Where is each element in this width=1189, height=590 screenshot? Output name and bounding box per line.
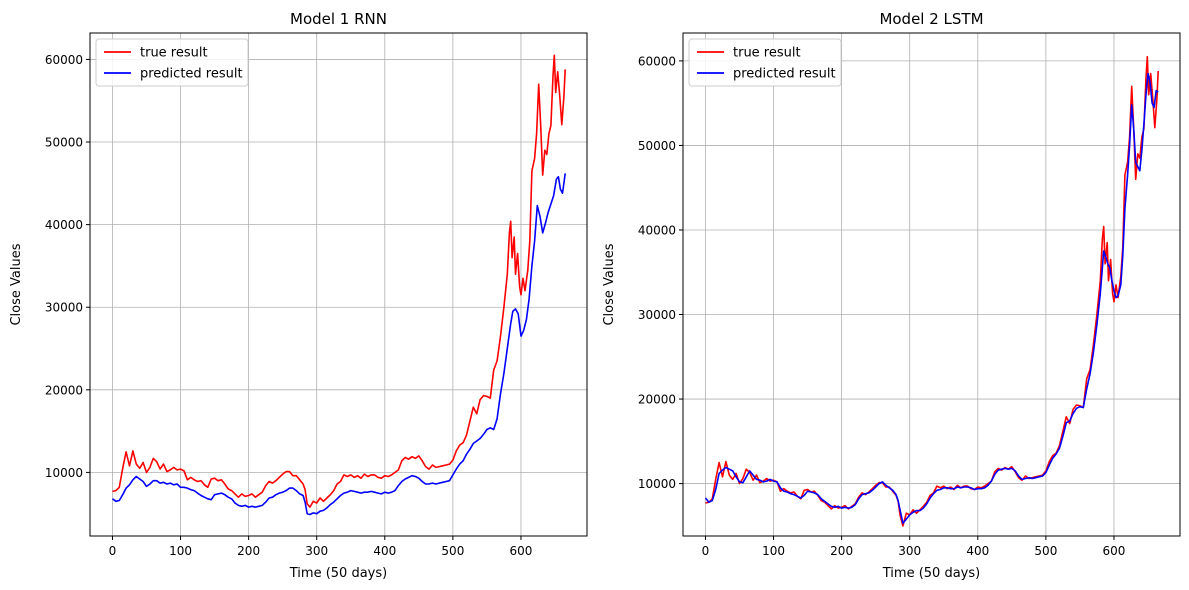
legend: true result predicted result: [688, 38, 842, 87]
chart-title: Model 2 LSTM: [879, 10, 983, 28]
y-tick-label: 40000: [45, 218, 83, 232]
y-tick-label: 30000: [638, 308, 676, 322]
x-axis-label: Time (50 days): [289, 566, 387, 581]
chart-panel-lstm: 0 100 200 300 400 500 600 10000 20000 30000 40000…: [602, 10, 1181, 581]
x-tick-label: 100: [169, 544, 192, 558]
x-tick-label: 500: [441, 544, 464, 558]
x-tick-label: 300: [305, 544, 328, 558]
y-tick-label: 30000: [45, 301, 83, 315]
y-tick-label: 40000: [638, 223, 676, 237]
legend-label: predicted result: [140, 67, 243, 82]
y-tick-label: 10000: [638, 477, 676, 491]
x-tick-label: 200: [830, 544, 853, 558]
x-tick-label: 300: [898, 544, 921, 558]
y-tick-label: 50000: [638, 139, 676, 153]
y-tick-label: 20000: [638, 393, 676, 407]
x-axis-ticks: 0 100 200 300 400 500 600: [109, 536, 533, 558]
legend-label: true result: [733, 46, 801, 61]
x-axis-ticks: 0 100 200 300 400 500 600: [702, 536, 1126, 558]
legend-box: [688, 38, 842, 87]
x-axis-label: Time (50 days): [882, 566, 980, 581]
y-tick-label: 20000: [45, 383, 83, 397]
x-tick-label: 500: [1034, 544, 1057, 558]
chart-panel-rnn: 0 100 200 300 400 500 600 10000 20000 30000 40000…: [9, 10, 588, 581]
y-tick-label: 60000: [638, 54, 676, 68]
x-tick-label: 0: [702, 544, 710, 558]
series-layer: [704, 55, 1159, 527]
x-tick-label: 600: [510, 544, 533, 558]
legend-box: [95, 38, 249, 87]
grid: [683, 33, 1180, 536]
plot-frame: [89, 32, 588, 537]
x-tick-label: 200: [237, 544, 260, 558]
y-tick-label: 10000: [45, 466, 83, 480]
x-tick-label: 100: [762, 544, 785, 558]
legend-label: true result: [140, 46, 208, 61]
chart-title: Model 1 RNN: [290, 10, 387, 28]
x-tick-label: 600: [1103, 544, 1126, 558]
series-line-predicted-result: [704, 72, 1159, 525]
legend: true result predicted result: [95, 38, 249, 87]
series-line-predicted-result: [112, 173, 566, 516]
y-axis-ticks: 10000 20000 30000 40000 50000 60000: [638, 54, 683, 491]
y-axis-label: Close Values: [602, 243, 617, 325]
y-axis-ticks: 10000 20000 30000 40000 50000 60000: [45, 53, 90, 480]
series-line-true-result: [112, 54, 566, 508]
x-tick-label: 400: [966, 544, 989, 558]
x-tick-label: 0: [109, 544, 117, 558]
plot-frame: [682, 32, 1181, 537]
x-tick-label: 400: [373, 544, 396, 558]
y-axis-label: Close Values: [9, 243, 24, 325]
legend-label: predicted result: [733, 67, 836, 82]
y-tick-label: 60000: [45, 53, 83, 67]
series-layer: [112, 54, 566, 516]
y-tick-label: 50000: [45, 136, 83, 150]
